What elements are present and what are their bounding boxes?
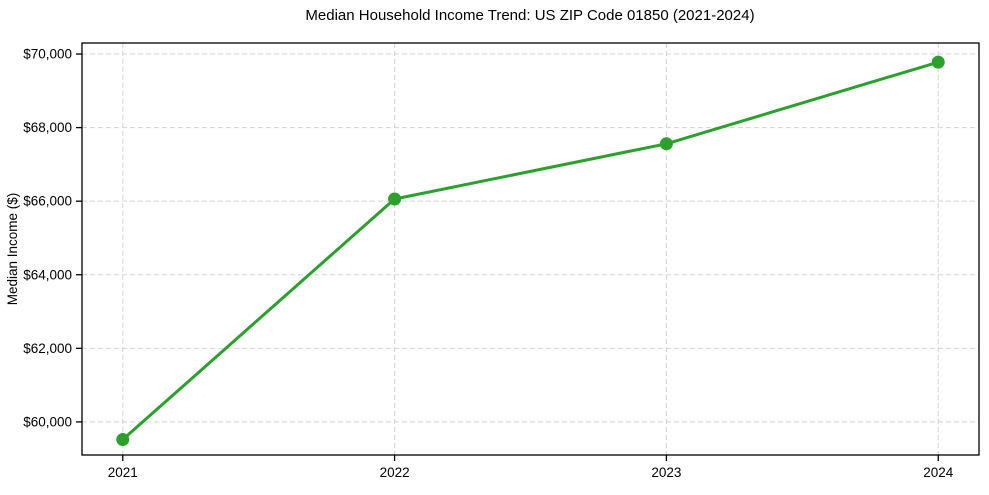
y-tick-label: $70,000 xyxy=(23,47,72,62)
y-axis-label: Median Income ($) xyxy=(5,193,20,306)
data-point-marker xyxy=(388,192,402,206)
axis-layer: $60,000 $62,000 $64,000 $66,000 $68,000 $70,0… xyxy=(23,42,980,480)
data-point-marker xyxy=(659,137,673,151)
y-tick-label: $68,000 xyxy=(23,120,72,135)
y-tick-label: $66,000 xyxy=(23,194,72,209)
data-point-marker xyxy=(116,433,130,447)
x-tick-label: 2021 xyxy=(108,465,138,480)
data-series-layer xyxy=(116,55,945,447)
grid-layer xyxy=(82,43,979,455)
data-point-marker xyxy=(931,55,945,69)
y-tick-label: $62,000 xyxy=(23,341,72,356)
x-tick-label: 2022 xyxy=(380,465,410,480)
x-tick-label: 2024 xyxy=(923,465,954,480)
chart-title: Median Household Income Trend: US ZIP Co… xyxy=(305,7,754,24)
trend-line xyxy=(121,60,940,442)
plot-border xyxy=(81,42,980,456)
y-tick-label: $64,000 xyxy=(23,267,72,282)
x-tick-label: 2023 xyxy=(651,465,681,480)
y-tick-label: $60,000 xyxy=(23,414,72,429)
